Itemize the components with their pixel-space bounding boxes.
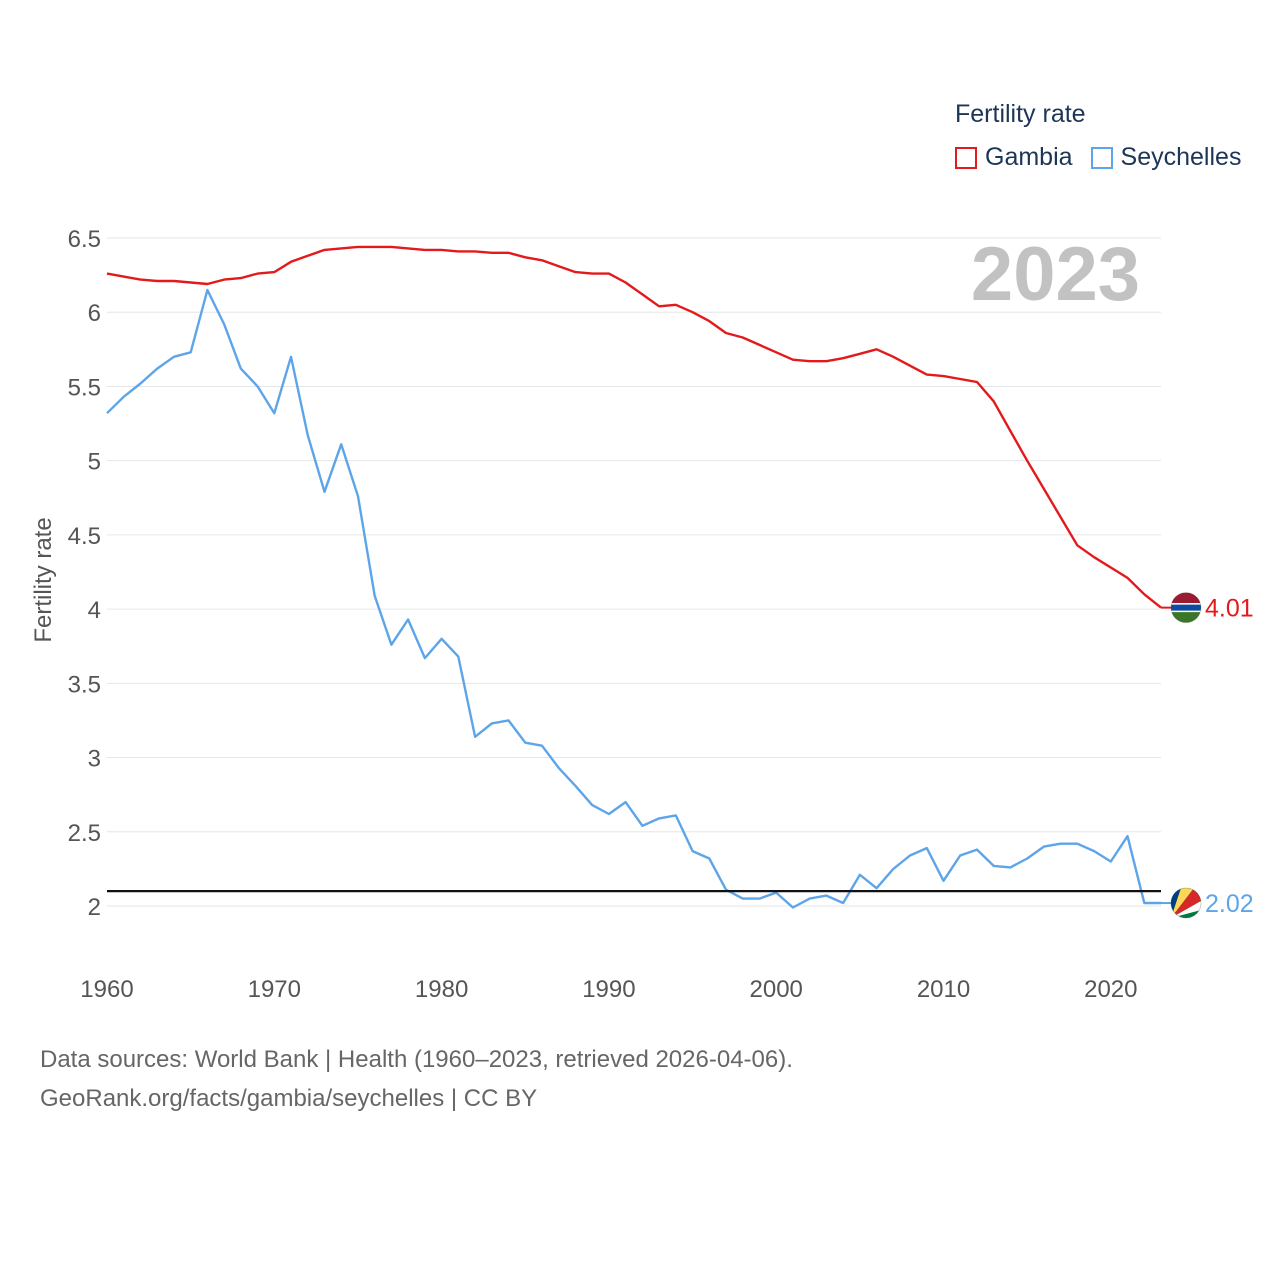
y-tick-label-4: 4 — [88, 597, 101, 624]
legend-label-gambia: Gambia — [985, 143, 1073, 171]
flag-band-red — [1171, 592, 1201, 604]
legend-title: Fertility rate — [955, 100, 1086, 128]
flag-ray-white — [1171, 901, 1201, 919]
y-axis-label: Fertility rate — [30, 517, 57, 642]
x-tick-label-2000: 2000 — [750, 976, 803, 1003]
x-tick-label-1970: 1970 — [248, 976, 301, 1003]
flag-ray-red — [1171, 888, 1201, 919]
legend: Gambia Seychelles — [955, 143, 1259, 172]
y-tick-label-2: 2 — [88, 894, 101, 921]
legend-item-seychelles[interactable]: Seychelles — [1090, 143, 1242, 172]
y-tick-label-6.5: 6.5 — [68, 226, 101, 253]
legend-label-seychelles: Seychelles — [1120, 143, 1242, 171]
x-tick-label-1960: 1960 — [80, 976, 133, 1003]
flag-band-green — [1171, 612, 1201, 623]
end-value-label-seychelles: 2.02 — [1205, 890, 1254, 918]
legend-swatch-seychelles — [1090, 146, 1113, 169]
flag-outline-seychelles — [1170, 887, 1202, 919]
flag-band-blue — [1171, 604, 1201, 611]
y-tick-label-3.5: 3.5 — [68, 671, 101, 698]
flag-outline-gambia — [1170, 592, 1202, 624]
x-tick-label-2020: 2020 — [1084, 976, 1137, 1003]
seychelles-flag-icon — [1171, 888, 1201, 919]
y-tick-label-6: 6 — [88, 300, 101, 327]
source-line-2: GeoRank.org/facts/gambia/seychelles | CC… — [40, 1085, 538, 1112]
y-tick-label-5.5: 5.5 — [68, 374, 101, 401]
x-tick-label-2010: 2010 — [917, 976, 970, 1003]
y-tick-label-3: 3 — [88, 746, 101, 773]
series-line-seychelles — [106, 288, 1161, 909]
y-tick-label-2.5: 2.5 — [68, 820, 101, 847]
y-tick-label-5: 5 — [88, 449, 101, 476]
end-value-label-gambia: 4.01 — [1205, 595, 1254, 623]
y-tick-label-4.5: 4.5 — [68, 523, 101, 550]
series-line-gambia — [106, 245, 1162, 609]
source-line-1: Data sources: World Bank | Health (1960–… — [40, 1046, 793, 1073]
legend-item-gambia[interactable]: Gambia — [955, 143, 1073, 172]
year-label: 2023 — [971, 232, 1140, 317]
x-tick-label-1990: 1990 — [582, 976, 635, 1003]
gambia-flag-icon — [1171, 592, 1201, 623]
legend-swatch-gambia — [955, 146, 977, 169]
x-tick-label-1980: 1980 — [415, 976, 468, 1003]
